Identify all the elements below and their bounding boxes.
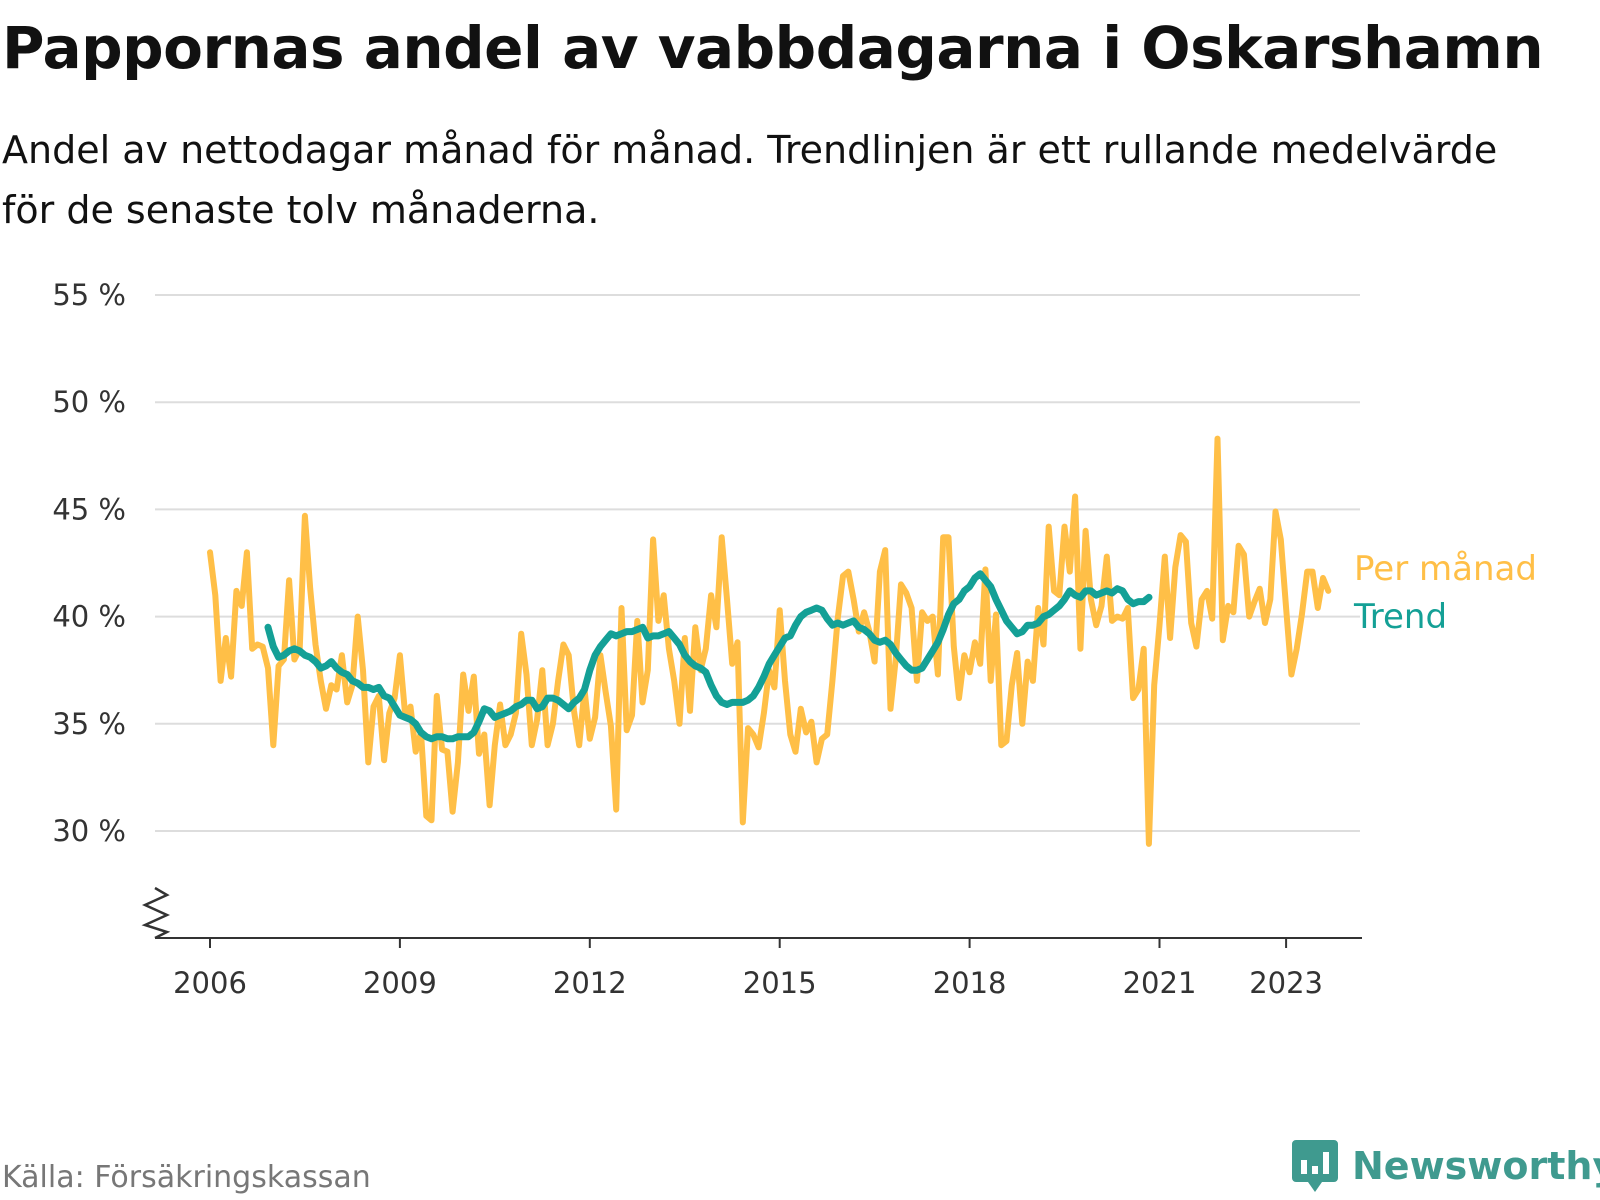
legend-label-trend: Trend: [1353, 597, 1447, 637]
end-labels: Per månad Trend: [1353, 549, 1537, 637]
y-tick-label: 55 %: [52, 278, 126, 312]
chart-title: Pappornas andel av vabbdagarna i Oskarsh…: [2, 14, 1544, 82]
line-chart: 55 % 50 % 45 % 40 % 35 % 30 % 2006 2009 2012 201…: [52, 278, 1537, 1000]
x-tick-label: 2015: [743, 966, 817, 1000]
source-note: Källa: Försäkringskassan: [2, 1160, 371, 1195]
y-axis-ticks: 55 % 50 % 45 % 40 % 35 % 30 %: [52, 278, 126, 848]
brand-name: Newsworthy: [1352, 1144, 1600, 1188]
x-axis: 2006 2009 2012 2015 2018 2021 2023: [141, 886, 1362, 1000]
series-line-trend: [264, 570, 1153, 743]
x-tick-label: 2023: [1249, 966, 1323, 1000]
newsworthy-chart-bubble-icon: [1292, 1140, 1338, 1192]
legend-label-per-manad: Per månad: [1354, 549, 1537, 589]
y-gridlines: [155, 294, 1360, 832]
axis-break-icon: [141, 886, 171, 940]
x-tick-label: 2006: [173, 966, 247, 1000]
y-tick-label: 40 %: [52, 600, 126, 634]
series-line-per-manad: [207, 435, 1332, 847]
series-lines: [207, 435, 1332, 847]
y-tick-label: 50 %: [52, 385, 126, 419]
y-tick-label: 30 %: [52, 814, 126, 848]
x-tick-label: 2009: [363, 966, 437, 1000]
y-tick-label: 45 %: [52, 492, 126, 526]
x-tick-label: 2012: [553, 966, 627, 1000]
y-tick-label: 35 %: [52, 707, 126, 741]
chart-subtitle: Andel av nettodagar månad för månad. Tre…: [2, 128, 1498, 232]
x-tick-label: 2021: [1123, 966, 1197, 1000]
brand-logo: Newsworthy: [1292, 1140, 1600, 1192]
x-tick-label: 2018: [933, 966, 1007, 1000]
